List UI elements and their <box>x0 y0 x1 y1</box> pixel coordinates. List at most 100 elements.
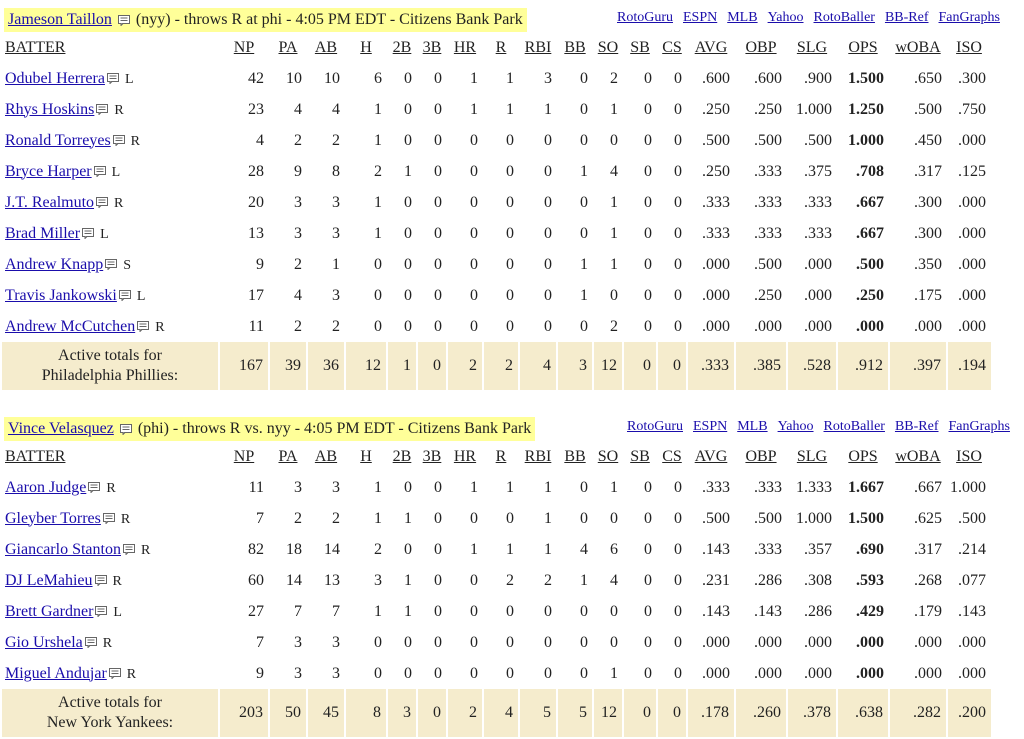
batter-link[interactable]: Odubel Herrera <box>5 69 105 87</box>
batter-hand: R <box>140 542 151 558</box>
batter-link[interactable]: Miguel Andujar <box>5 664 107 682</box>
batter-link[interactable]: Ronald Torreyes <box>5 131 111 149</box>
batter-link[interactable]: Gio Urshela <box>5 633 83 651</box>
note-icon[interactable] <box>106 73 119 85</box>
column-header-pa[interactable]: PA <box>278 38 298 56</box>
column-header-r[interactable]: R <box>495 447 507 465</box>
mlb-link[interactable]: MLB <box>727 10 758 25</box>
column-header-iso[interactable]: ISO <box>956 38 982 56</box>
column-header-ops[interactable]: OPS <box>848 447 878 465</box>
column-header-slg[interactable]: SLG <box>796 447 828 465</box>
rotoguru-link[interactable]: RotoGuru <box>627 419 683 434</box>
column-header-hr[interactable]: HR <box>453 447 477 465</box>
rotoguru-link[interactable]: RotoGuru <box>617 10 673 25</box>
note-icon[interactable] <box>93 166 106 178</box>
note-icon[interactable] <box>119 423 132 435</box>
column-header-np[interactable]: NP <box>233 447 255 465</box>
column-header-h[interactable]: H <box>360 447 372 465</box>
column-header-3b[interactable]: 3B <box>422 38 442 56</box>
note-icon[interactable] <box>137 321 150 333</box>
fangraphs-link[interactable]: FanGraphs <box>948 419 1010 434</box>
total-obp: .385 <box>734 342 787 390</box>
batter-link[interactable]: Brad Miller <box>5 224 81 242</box>
note-icon[interactable] <box>94 575 107 587</box>
stat-obp: .500 <box>754 509 782 527</box>
note-icon[interactable] <box>82 228 95 240</box>
column-header-avg[interactable]: AVG <box>694 447 728 465</box>
column-header-bb[interactable]: BB <box>564 38 586 56</box>
column-header-2b[interactable]: 2B <box>392 447 412 465</box>
column-header-bb[interactable]: BB <box>564 447 586 465</box>
stat-3b: 0 <box>434 286 442 304</box>
column-header-woba[interactable]: wOBA <box>895 38 941 56</box>
bbref-link[interactable]: BB-Ref <box>884 10 929 25</box>
batter-link[interactable]: Gleyber Torres <box>5 509 101 527</box>
column-header-ops[interactable]: OPS <box>848 38 878 56</box>
stat-sb: 0 <box>644 540 652 558</box>
column-header-iso[interactable]: ISO <box>956 447 982 465</box>
column-header-ab[interactable]: AB <box>314 447 338 465</box>
batter-link[interactable]: DJ LeMahieu <box>5 571 93 589</box>
batter-link[interactable]: Rhys Hoskins <box>5 100 95 118</box>
column-header-hr[interactable]: HR <box>453 38 477 56</box>
fangraphs-link[interactable]: FanGraphs <box>938 10 1000 25</box>
column-header-so[interactable]: SO <box>597 38 619 56</box>
column-header-ab[interactable]: AB <box>314 38 338 56</box>
column-header-woba[interactable]: wOBA <box>895 447 941 465</box>
note-icon[interactable] <box>96 104 109 116</box>
pitcher-link[interactable]: Vince Velasquez <box>8 420 114 437</box>
batter-link[interactable]: Brett Gardner <box>5 602 94 620</box>
rotoballer-link[interactable]: RotoBaller <box>813 10 875 25</box>
column-header-cs[interactable]: CS <box>662 447 682 465</box>
pitcher-link[interactable]: Jameson Taillon <box>8 11 112 28</box>
batter-link[interactable]: J.T. Realmuto <box>5 193 95 211</box>
column-header-pa[interactable]: PA <box>278 447 298 465</box>
column-header-h[interactable]: H <box>360 38 372 56</box>
rotoballer-link[interactable]: RotoBaller <box>823 419 885 434</box>
espn-link[interactable]: ESPN <box>693 419 728 434</box>
note-icon[interactable] <box>112 135 125 147</box>
column-header-so[interactable]: SO <box>597 447 619 465</box>
batter-link[interactable]: Aaron Judge <box>5 478 87 496</box>
mlb-link[interactable]: MLB <box>737 419 768 434</box>
note-icon[interactable] <box>122 544 135 556</box>
column-header-batter[interactable]: BATTER <box>5 38 66 56</box>
note-icon[interactable] <box>88 482 101 494</box>
batter-link[interactable]: Giancarlo Stanton <box>5 540 121 558</box>
stat-pa: 3 <box>294 633 302 651</box>
stat-so: 2 <box>610 69 618 87</box>
note-icon[interactable] <box>105 259 118 271</box>
yahoo-link[interactable]: Yahoo <box>767 10 804 25</box>
column-header-np[interactable]: NP <box>233 38 255 56</box>
column-header-cs[interactable]: CS <box>662 38 682 56</box>
column-header-3b[interactable]: 3B <box>422 447 442 465</box>
column-header-obp[interactable]: OBP <box>745 447 777 465</box>
note-icon[interactable] <box>96 197 109 209</box>
bbref-link[interactable]: BB-Ref <box>894 419 939 434</box>
note-icon[interactable] <box>95 606 108 618</box>
column-header-slg[interactable]: SLG <box>796 38 828 56</box>
column-header-sb[interactable]: SB <box>630 447 650 465</box>
stat-3b: 0 <box>434 602 442 620</box>
batter-link[interactable]: Travis Jankowski <box>5 286 117 304</box>
espn-link[interactable]: ESPN <box>683 10 718 25</box>
note-icon[interactable] <box>102 513 115 525</box>
yahoo-link[interactable]: Yahoo <box>777 419 814 434</box>
batter-link[interactable]: Andrew McCutchen <box>5 317 136 335</box>
note-icon[interactable] <box>84 637 97 649</box>
column-header-batter[interactable]: BATTER <box>5 447 66 465</box>
column-header-rbi[interactable]: RBI <box>524 38 552 56</box>
note-icon[interactable] <box>118 290 131 302</box>
batter-link[interactable]: Andrew Knapp <box>5 255 104 273</box>
stat-so: 4 <box>610 162 618 180</box>
note-icon[interactable] <box>117 14 130 26</box>
batter-hand: L <box>111 164 121 180</box>
batter-link[interactable]: Bryce Harper <box>5 162 92 180</box>
column-header-2b[interactable]: 2B <box>392 38 412 56</box>
column-header-avg[interactable]: AVG <box>694 38 728 56</box>
note-icon[interactable] <box>108 668 121 680</box>
column-header-rbi[interactable]: RBI <box>524 447 552 465</box>
column-header-obp[interactable]: OBP <box>745 38 777 56</box>
column-header-sb[interactable]: SB <box>630 38 650 56</box>
column-header-r[interactable]: R <box>495 38 507 56</box>
